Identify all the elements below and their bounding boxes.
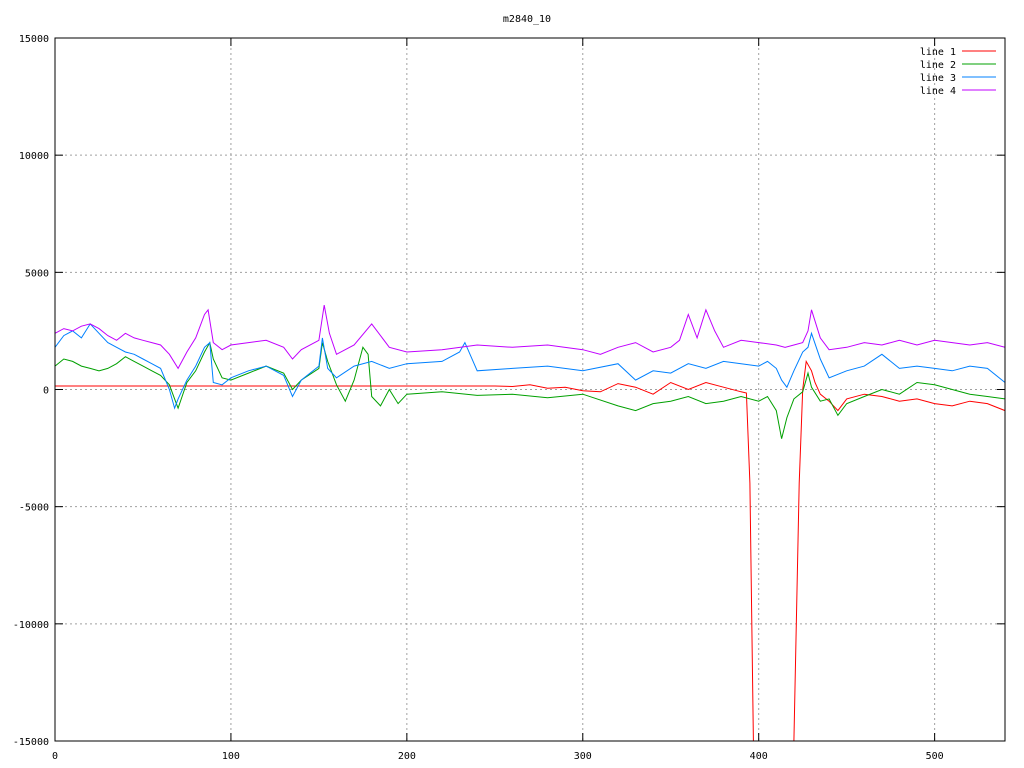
y-tick-label: 15000 [19, 34, 49, 45]
series-line-2 [55, 341, 1005, 439]
x-tick-label: 100 [222, 751, 240, 762]
legend-label: line 4 [920, 86, 956, 97]
x-tick-label: 400 [750, 751, 768, 762]
y-tick-label: -10000 [13, 620, 49, 631]
y-tick-label: 5000 [25, 268, 49, 279]
x-tick-label: 0 [52, 751, 58, 762]
series-line-3 [55, 323, 1005, 410]
y-tick-label: -15000 [13, 737, 49, 748]
x-tick-label: 200 [398, 751, 416, 762]
y-tick-label: 10000 [19, 151, 49, 162]
x-tick-label: 500 [926, 751, 944, 762]
series-line-1 [55, 359, 1005, 741]
legend-label: line 3 [920, 73, 956, 84]
y-tick-label: 0 [43, 386, 49, 397]
x-tick-label: 300 [574, 751, 592, 762]
series-layer [55, 305, 1005, 741]
legend-label: line 1 [920, 47, 956, 58]
chart-title: m2840_10 [503, 14, 551, 25]
legend-label: line 2 [920, 60, 956, 71]
grid-lines [54, 37, 1005, 742]
legend: line 1 line 2 line 3 line 4 [920, 47, 996, 97]
y-tick-label: -5000 [19, 503, 49, 514]
series-line-4 [55, 305, 1005, 370]
